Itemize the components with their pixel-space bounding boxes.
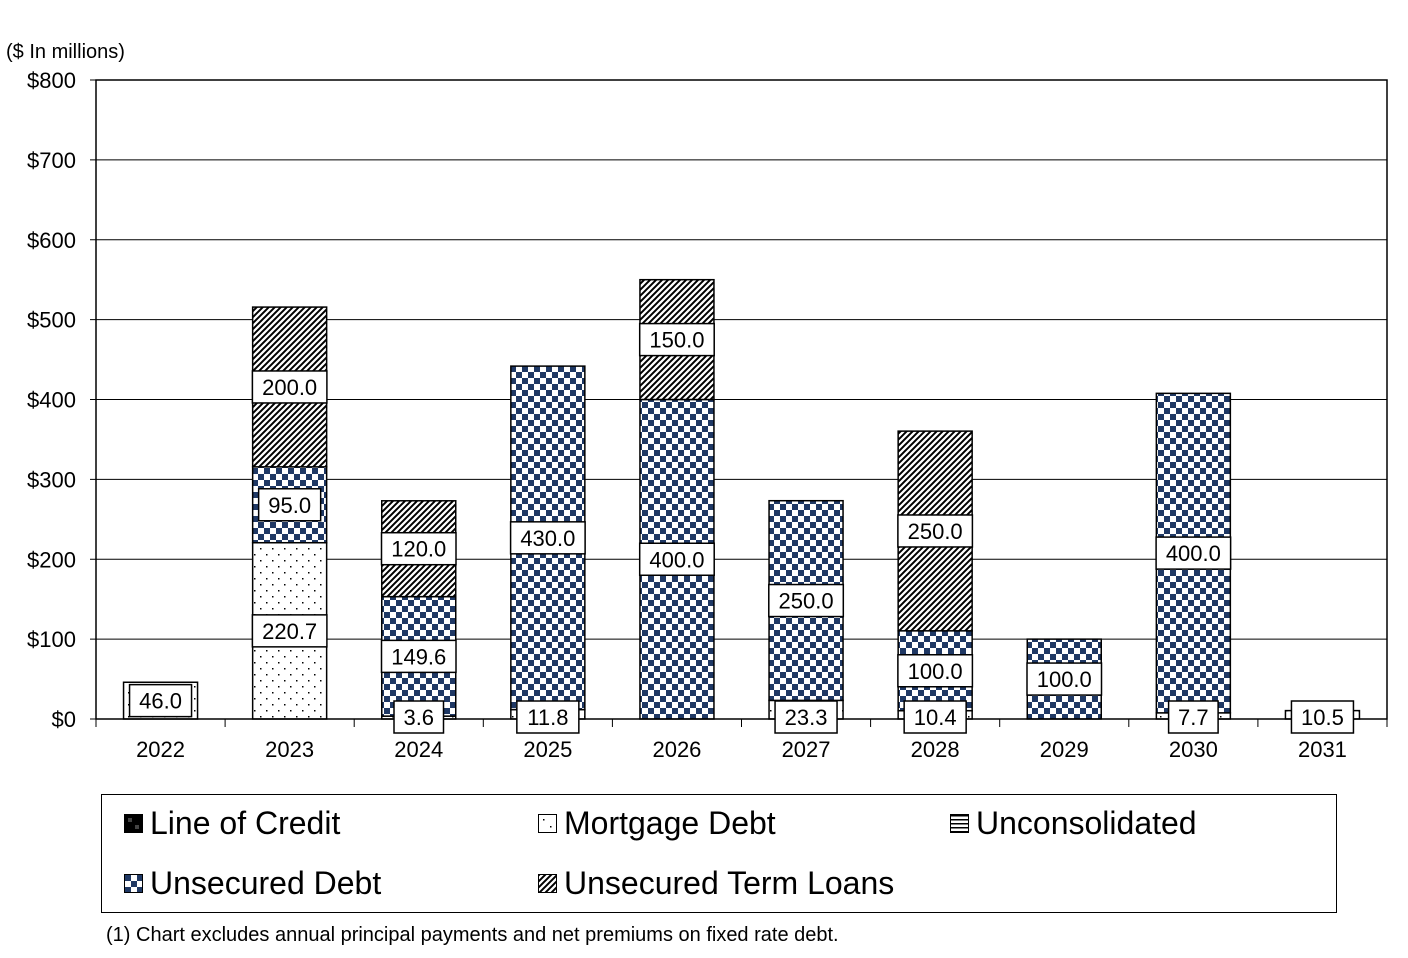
data-label-2024: 3.6 <box>393 700 445 734</box>
y-tick-label: $800 <box>27 68 76 93</box>
data-label-text: 95.0 <box>268 493 311 518</box>
legend-swatch-mortgage-debt <box>538 814 557 833</box>
data-label-text: 400.0 <box>649 547 704 572</box>
data-label-2025: 430.0 <box>509 521 586 555</box>
data-label-2023: 95.0 <box>257 488 322 522</box>
x-tick-label: 2028 <box>911 737 960 762</box>
data-label-text: 10.5 <box>1301 705 1344 730</box>
data-label-box <box>380 639 457 674</box>
plot-border <box>95 79 1388 720</box>
data-label-2022: 46.0 <box>128 683 193 718</box>
data-label-text: 430.0 <box>520 526 575 551</box>
legend-label: Mortgage Debt <box>564 805 776 841</box>
legend-label: Unsecured Term Loans <box>564 865 895 901</box>
data-label-text: 400.0 <box>1166 541 1221 566</box>
data-label-box <box>638 322 715 357</box>
data-label-text: 100.0 <box>908 659 963 684</box>
x-tick-label: 2027 <box>782 737 831 762</box>
x-tick-label: 2024 <box>394 737 443 762</box>
data-label-2025: 11.8 <box>516 700 580 734</box>
data-label-text: 149.6 <box>391 644 446 669</box>
data-label-box <box>1026 662 1103 696</box>
data-label-box <box>774 700 838 734</box>
data-label-text: 11.8 <box>527 705 568 730</box>
chart-legend: Line of Credit Mortgage Debt Unconsolida… <box>101 794 1337 913</box>
data-label-box <box>393 700 445 734</box>
data-label-2031: 10.5 <box>1290 700 1355 734</box>
y-tick-label: $400 <box>27 388 76 413</box>
data-label-2027: 23.3 <box>774 700 838 734</box>
legend-item-mortgage-debt: Mortgage Debt <box>538 805 776 842</box>
legend-item-unsecured-debt: Unsecured Debt <box>124 865 381 902</box>
y-tick-label: $0 <box>52 707 76 732</box>
data-label-text: 150.0 <box>649 328 704 353</box>
data-label-box <box>257 488 322 522</box>
y-tick-label: $500 <box>27 308 76 333</box>
y-tick-label: $300 <box>27 467 76 492</box>
legend-swatch-unconsolidated <box>950 814 969 833</box>
x-tick-label: 2025 <box>523 737 572 762</box>
data-label-text: 10.4 <box>914 705 957 730</box>
data-label-box <box>251 614 328 648</box>
legend-swatch-line-of-credit <box>124 814 143 833</box>
data-label-2027: 250.0 <box>768 583 845 618</box>
x-tick-label: 2026 <box>652 737 701 762</box>
data-label-box <box>128 683 193 718</box>
legend-swatch-unsecured-debt <box>124 874 143 893</box>
data-label-text: 7.7 <box>1178 705 1209 730</box>
legend-swatch-unsecured-term-loans <box>538 874 557 893</box>
y-tick-label: $200 <box>27 547 76 572</box>
legend-item-unconsolidated: Unconsolidated <box>950 805 1197 842</box>
data-label-text: 23.3 <box>785 705 828 730</box>
x-tick-label: 2022 <box>136 737 185 762</box>
chart-footnote: (1) Chart excludes annual principal paym… <box>106 924 839 946</box>
data-label-text: 250.0 <box>908 519 963 544</box>
legend-item-unsecured-term-loans: Unsecured Term Loans <box>538 865 894 902</box>
data-label-2028: 250.0 <box>897 514 974 548</box>
x-tick-label: 2029 <box>1040 737 1089 762</box>
data-label-text: 120.0 <box>391 537 446 562</box>
data-label-box <box>897 514 974 548</box>
data-label-box <box>903 700 967 734</box>
data-label-box <box>1167 700 1219 734</box>
legend-label: Unsecured Debt <box>150 865 382 901</box>
data-label-box <box>251 370 328 404</box>
data-label-box <box>509 521 586 555</box>
data-label-box <box>1290 700 1355 734</box>
data-label-text: 46.0 <box>139 689 182 714</box>
legend-item-line-of-credit: Line of Credit <box>124 805 340 842</box>
data-label-2028: 100.0 <box>897 654 974 688</box>
data-label-box <box>1155 536 1232 570</box>
x-tick-label: 2023 <box>265 737 314 762</box>
data-label-2030: 400.0 <box>1155 536 1232 570</box>
data-label-2030: 7.7 <box>1167 700 1219 734</box>
debt-maturity-chart: ($ In millions) $0 $100 $200 $300 $400 $500 $6… <box>6 41 1388 762</box>
data-label-text: 100.0 <box>1037 667 1092 692</box>
x-tick-label: 2030 <box>1169 737 1218 762</box>
data-label-text: 200.0 <box>262 375 317 400</box>
data-label-text: 250.0 <box>779 589 834 614</box>
data-label-2026: 400.0 <box>638 542 715 576</box>
y-tick-label: $600 <box>27 228 76 253</box>
data-label-2026: 150.0 <box>638 322 715 357</box>
data-label-2024: 120.0 <box>380 531 457 566</box>
y-tick-label: $100 <box>27 627 76 652</box>
x-tick-label: 2031 <box>1298 737 1347 762</box>
data-label-2024: 149.6 <box>380 639 457 674</box>
data-label-text: 220.7 <box>262 619 317 644</box>
data-label-box <box>897 654 974 688</box>
data-label-box <box>380 531 457 566</box>
legend-label: Unconsolidated <box>976 805 1197 841</box>
data-label-2029: 100.0 <box>1026 662 1103 696</box>
y-axis-label: ($ In millions) <box>6 41 125 63</box>
data-label-box <box>768 583 845 618</box>
legend-label: Line of Credit <box>150 805 341 841</box>
data-label-2023: 200.0 <box>251 370 328 404</box>
data-label-2023: 220.7 <box>251 614 328 648</box>
data-label-2028: 10.4 <box>903 700 967 734</box>
data-label-box <box>638 542 715 576</box>
y-tick-label: $700 <box>27 148 76 173</box>
data-label-text: 3.6 <box>403 705 434 730</box>
data-label-box <box>516 700 580 734</box>
